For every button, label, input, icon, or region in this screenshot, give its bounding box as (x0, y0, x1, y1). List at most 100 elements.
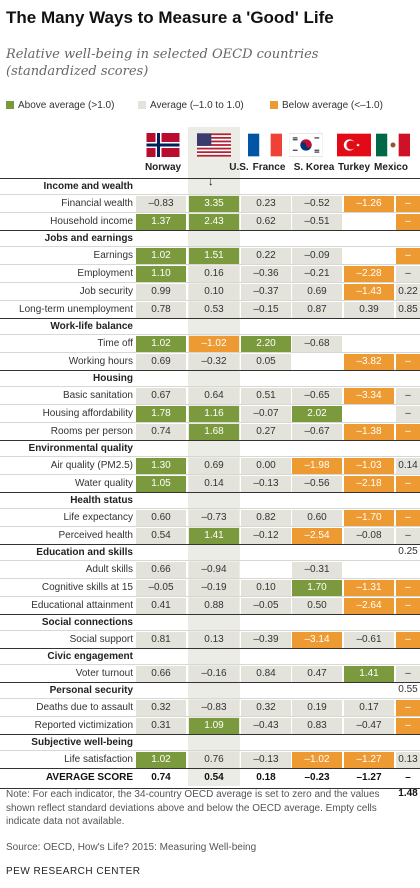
table-row: Working hours 0.69 –0.32 0.05 –3.82 –2.39 (0, 352, 420, 383)
value-cell: –1.27 (344, 752, 394, 768)
section-header: Housing (0, 370, 420, 386)
value-cell: 1.02 (136, 248, 186, 264)
value-cell: 0.84 (241, 666, 291, 682)
indicator-label: Voter turnout (75, 668, 133, 679)
value-cell: 2.43 (189, 214, 239, 230)
indicator-label: Social support (69, 634, 133, 645)
indicator-label: Adult skills (85, 564, 133, 575)
average-score-label: AVERAGE SCORE (45, 772, 133, 783)
value-cell: –0.07 (241, 406, 291, 422)
value-cell: 0.39 (344, 302, 394, 318)
table-row: Household income 1.37 2.43 0.62 –0.51 –1.67 (0, 212, 420, 243)
value-cell: –1.31 (344, 580, 394, 596)
value-cell: 0.13 (396, 752, 420, 768)
section-title: Health status (70, 495, 133, 506)
average-score-cell: 0.54 (204, 772, 224, 783)
value-cell: –0.05 (136, 580, 186, 596)
value-cell: –1.02 (292, 752, 342, 768)
value-cell: –0.32 (189, 354, 239, 370)
source-text: Source: OECD, How's Life? 2015: Measurin… (6, 842, 257, 853)
value-cell: –0.21 (292, 266, 342, 282)
country-name: Mexico (374, 162, 408, 173)
value-cell: –0.15 (241, 302, 291, 318)
value-cell: –0.05 (241, 598, 291, 614)
value-cell (344, 214, 394, 230)
value-cell: 0.60 (292, 510, 342, 526)
legend-below-swatch (270, 101, 278, 109)
section-header: Environmental quality (0, 440, 420, 456)
legend-above: Above average (>1.0) (6, 100, 114, 111)
indicator-label: Cognitive skills at 15 (41, 582, 133, 593)
average-score-cell: –0.23 (304, 772, 330, 783)
table-row: Time off 1.02 –1.02 2.20 –0.68 (0, 334, 420, 352)
value-cell: –0.16 (189, 666, 239, 682)
indicator-label: Earnings (93, 250, 133, 261)
value-cell: 0.10 (241, 580, 291, 596)
indicator-label: Water quality (75, 478, 133, 489)
value-cell: –0.43 (241, 718, 291, 734)
value-cell: –0.09 (292, 248, 342, 264)
indicator-label: Educational attainment (31, 600, 133, 611)
value-cell: 0.41 (136, 598, 186, 614)
value-cell: 0.32 (136, 700, 186, 716)
section-title: Social connections (41, 617, 133, 628)
table-row: Housing affordability1.781.16–0.072.02–0… (0, 404, 420, 435)
indicator-label: Reported victimization (34, 720, 133, 731)
value-cell: –0.07 (396, 406, 420, 435)
section-title: Subjective well-being (31, 737, 133, 748)
value-cell: 0.31 (136, 718, 186, 734)
value-cell: –0.94 (189, 562, 239, 578)
value-cell: 0.67 (136, 388, 186, 404)
value-cell: 1.41 (189, 528, 239, 544)
section-header: Jobs and earnings (0, 230, 420, 246)
value-cell: –0.56 (292, 476, 342, 492)
average-score-cell: –1.48 (398, 772, 418, 799)
table-row: Air quality (PM2.5) 1.30 0.69 0.00 –1.98 –1.0… (0, 456, 420, 474)
section-title: Income and wealth (43, 181, 133, 192)
table-bottom-rule (0, 788, 420, 789)
value-cell: –0.55 (396, 666, 420, 695)
credit-text: PEW RESEARCH CENTER (6, 866, 141, 877)
value-cell: –0.39 (241, 632, 291, 648)
legend-above-label: Above average (>1.0) (18, 100, 115, 111)
value-cell: –2.28 (344, 266, 394, 282)
value-cell: 0.54 (136, 528, 186, 544)
value-cell: –1.38 (344, 424, 394, 440)
value-cell: –0.13 (241, 476, 291, 492)
section-header: Health status (0, 492, 420, 508)
value-cell: –1.68 (396, 476, 420, 505)
value-cell: 0.27 (241, 424, 291, 440)
value-cell: 0.05 (241, 354, 291, 370)
table-row: Perceived health 0.54 1.41 –0.12 –2.54 –0.08–… (0, 526, 420, 557)
value-cell: –3.00 (396, 580, 420, 609)
value-cell: –0.52 (292, 196, 342, 212)
value-cell: 0.22 (241, 248, 291, 264)
value-cell (344, 562, 394, 578)
value-cell: 0.53 (189, 302, 239, 318)
value-cell: –0.61 (344, 632, 394, 648)
value-cell: 0.47 (292, 666, 342, 682)
value-cell: 0.62 (241, 214, 291, 230)
value-cell (344, 406, 394, 422)
value-cell: –3.34 (344, 388, 394, 404)
value-cell (396, 562, 420, 578)
table-row: Voter turnout 0.66 –0.16 0.84 0.47 1.41 –0.55 (0, 664, 420, 695)
average-score-cell: –1.27 (356, 772, 382, 783)
value-cell: –1.70 (344, 510, 394, 526)
value-cell: –0.73 (189, 510, 239, 526)
value-cell: –1.04 (396, 196, 420, 225)
value-cell: 1.37 (136, 214, 186, 230)
value-cell (396, 336, 420, 352)
value-cell: –1.99 (396, 248, 420, 277)
country-name: Norway (144, 162, 182, 173)
legend-average-swatch (138, 101, 146, 109)
table-row: Job security 0.99 0.10 –0.37 0.69 –1.43 0.22 (0, 282, 420, 300)
legend-above-swatch (6, 101, 14, 109)
value-cell: 0.60 (136, 510, 186, 526)
france-flag-icon (248, 133, 282, 157)
value-cell: –3.94 (396, 718, 420, 747)
value-cell: –0.85 (396, 266, 420, 295)
value-cell (344, 336, 394, 352)
section-title: Environmental quality (28, 443, 133, 454)
value-cell: –1.67 (396, 214, 420, 243)
